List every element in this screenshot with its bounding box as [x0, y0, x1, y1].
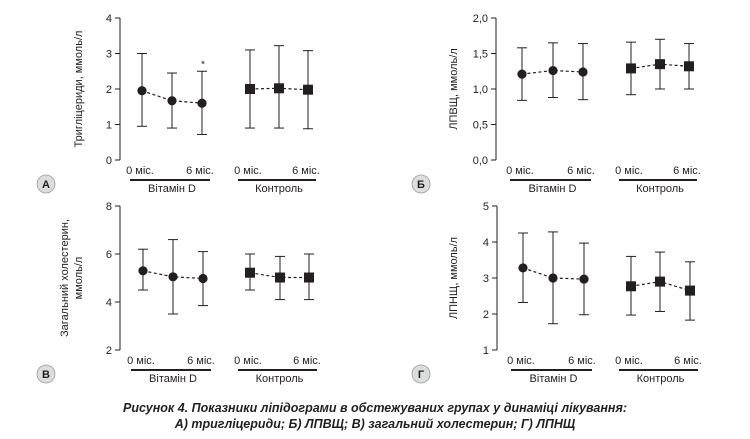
data-point [245, 84, 255, 94]
panel-letter-badge [36, 174, 56, 194]
y-tick-label: 2,0 [473, 13, 488, 25]
panel-letter-badge [411, 364, 431, 384]
data-point [168, 272, 178, 282]
data-point [578, 67, 588, 77]
y-tick-label: 1 [106, 120, 112, 132]
figure-caption: Рисунок 4. Показники ліпідограми в обсте… [0, 400, 750, 432]
y-tick-label: 6 [106, 249, 112, 261]
x-tick-label: 0 міс. [127, 355, 155, 367]
panel-letter: В [42, 369, 50, 381]
y-tick-label: 4 [483, 237, 489, 249]
data-point [548, 65, 558, 76]
x-tick-label: 0 міс. [615, 355, 643, 367]
panel-letter: Б [417, 179, 425, 191]
data-point [548, 273, 558, 283]
data-point [518, 263, 528, 273]
group-label: Контроль [255, 183, 303, 195]
y-tick-label: 1,0 [473, 84, 488, 96]
y-tick-label: 3 [483, 273, 489, 285]
data-point [303, 84, 313, 95]
data-point [626, 63, 636, 74]
y-tick-label: 0,0 [473, 155, 488, 167]
panel-letter-badge [36, 364, 56, 384]
group-label: Контроль [637, 373, 685, 385]
y-axis-title: Загальний холестерин, [59, 219, 71, 337]
data-point [245, 267, 255, 278]
x-tick-label: 0 міс. [506, 165, 534, 177]
x-tick-label: 6 міс. [293, 355, 321, 367]
data-point [517, 69, 527, 79]
y-axis-title: Тригліцериди, ммоль/л [73, 31, 85, 148]
group-label: Контроль [256, 373, 304, 385]
y-tick-label: 8 [106, 201, 112, 213]
y-tick-label: 0,5 [473, 120, 488, 132]
chart-panel-b: 0,0 0,5 1,0 1,5 2,0 ЛПВЩ, ммоль/л 0 міс. 6 міс.… [411, 13, 701, 195]
chart-panel-c: 2 4 6 8 Загальний холестерин, ммоль/л 0 міс. 6 … [36, 201, 321, 385]
data-point [167, 96, 177, 106]
x-tick-label: 0 міс. [615, 165, 643, 177]
x-tick-label: 6 міс. [673, 165, 701, 177]
y-tick-label: 2 [483, 309, 489, 321]
data-point [685, 285, 695, 296]
data-point [137, 86, 147, 96]
x-tick-label: 0 міс. [126, 165, 154, 177]
data-point [579, 274, 589, 284]
caption-line-2: А) тригліцериди; Б) ЛПВЩ; В) загальний х… [174, 417, 576, 431]
data-point [304, 272, 314, 283]
data-point [684, 61, 694, 72]
x-tick-label: 6 міс. [186, 165, 214, 177]
series-line [142, 270, 204, 280]
chart-panel-a: 0 1 2 3 4 Тригліцериди, ммоль/л 0 міс. 6 міс. 0 … [36, 13, 320, 195]
x-tick-label: 0 міс. [507, 355, 535, 367]
y-tick-label: 2 [106, 84, 112, 96]
data-point [655, 276, 665, 287]
panel-letter: А [42, 179, 50, 191]
group-label: Вітамін D [529, 183, 577, 195]
data-point [197, 98, 207, 108]
y-tick-label: 4 [106, 13, 112, 25]
series-line [521, 69, 584, 75]
panel-letter-badge [411, 174, 431, 194]
group-label: Контроль [636, 183, 684, 195]
panel-letter: Г [418, 369, 425, 381]
series-line [141, 90, 203, 104]
x-tick-label: 6 міс. [568, 355, 596, 367]
y-tick-label: 5 [483, 201, 489, 213]
series-line [522, 267, 585, 280]
group-label: Вітамін D [148, 183, 196, 195]
x-tick-label: 0 міс. [234, 165, 262, 177]
data-point [274, 83, 284, 94]
x-tick-label: 6 міс. [674, 355, 702, 367]
x-tick-label: 6 міс. [187, 355, 215, 367]
data-point [626, 281, 636, 292]
group-label: Вітамін D [530, 373, 578, 385]
x-tick-label: 6 міс. [567, 165, 595, 177]
group-label: Вітамін D [149, 373, 197, 385]
y-tick-label: 3 [106, 49, 112, 61]
y-axis-title: ЛПВЩ, ммоль/л [448, 48, 460, 130]
y-axis-title: ЛПНЩ, ммоль/л [448, 237, 460, 319]
data-point [138, 266, 148, 276]
caption-line-1: Рисунок 4. Показники ліпідограми в обсте… [123, 401, 627, 415]
data-point [655, 59, 665, 70]
y-axis-title: ммоль/л [73, 257, 85, 300]
chart-panel-d: 1 2 3 4 5 ЛПНЩ, ммоль/л 0 міс. 6 міс. 0 міс. 6 мі… [411, 201, 702, 385]
significance-mark: * [201, 59, 205, 70]
y-tick-label: 1,5 [473, 49, 488, 61]
y-tick-label: 0 [106, 155, 112, 167]
data-point [198, 273, 208, 284]
y-tick-label: 2 [106, 345, 112, 357]
y-tick-label: 1 [483, 345, 489, 357]
x-tick-label: 6 міс. [292, 165, 320, 177]
x-tick-label: 0 міс. [234, 355, 262, 367]
data-point [275, 272, 285, 283]
y-tick-label: 4 [106, 297, 112, 309]
